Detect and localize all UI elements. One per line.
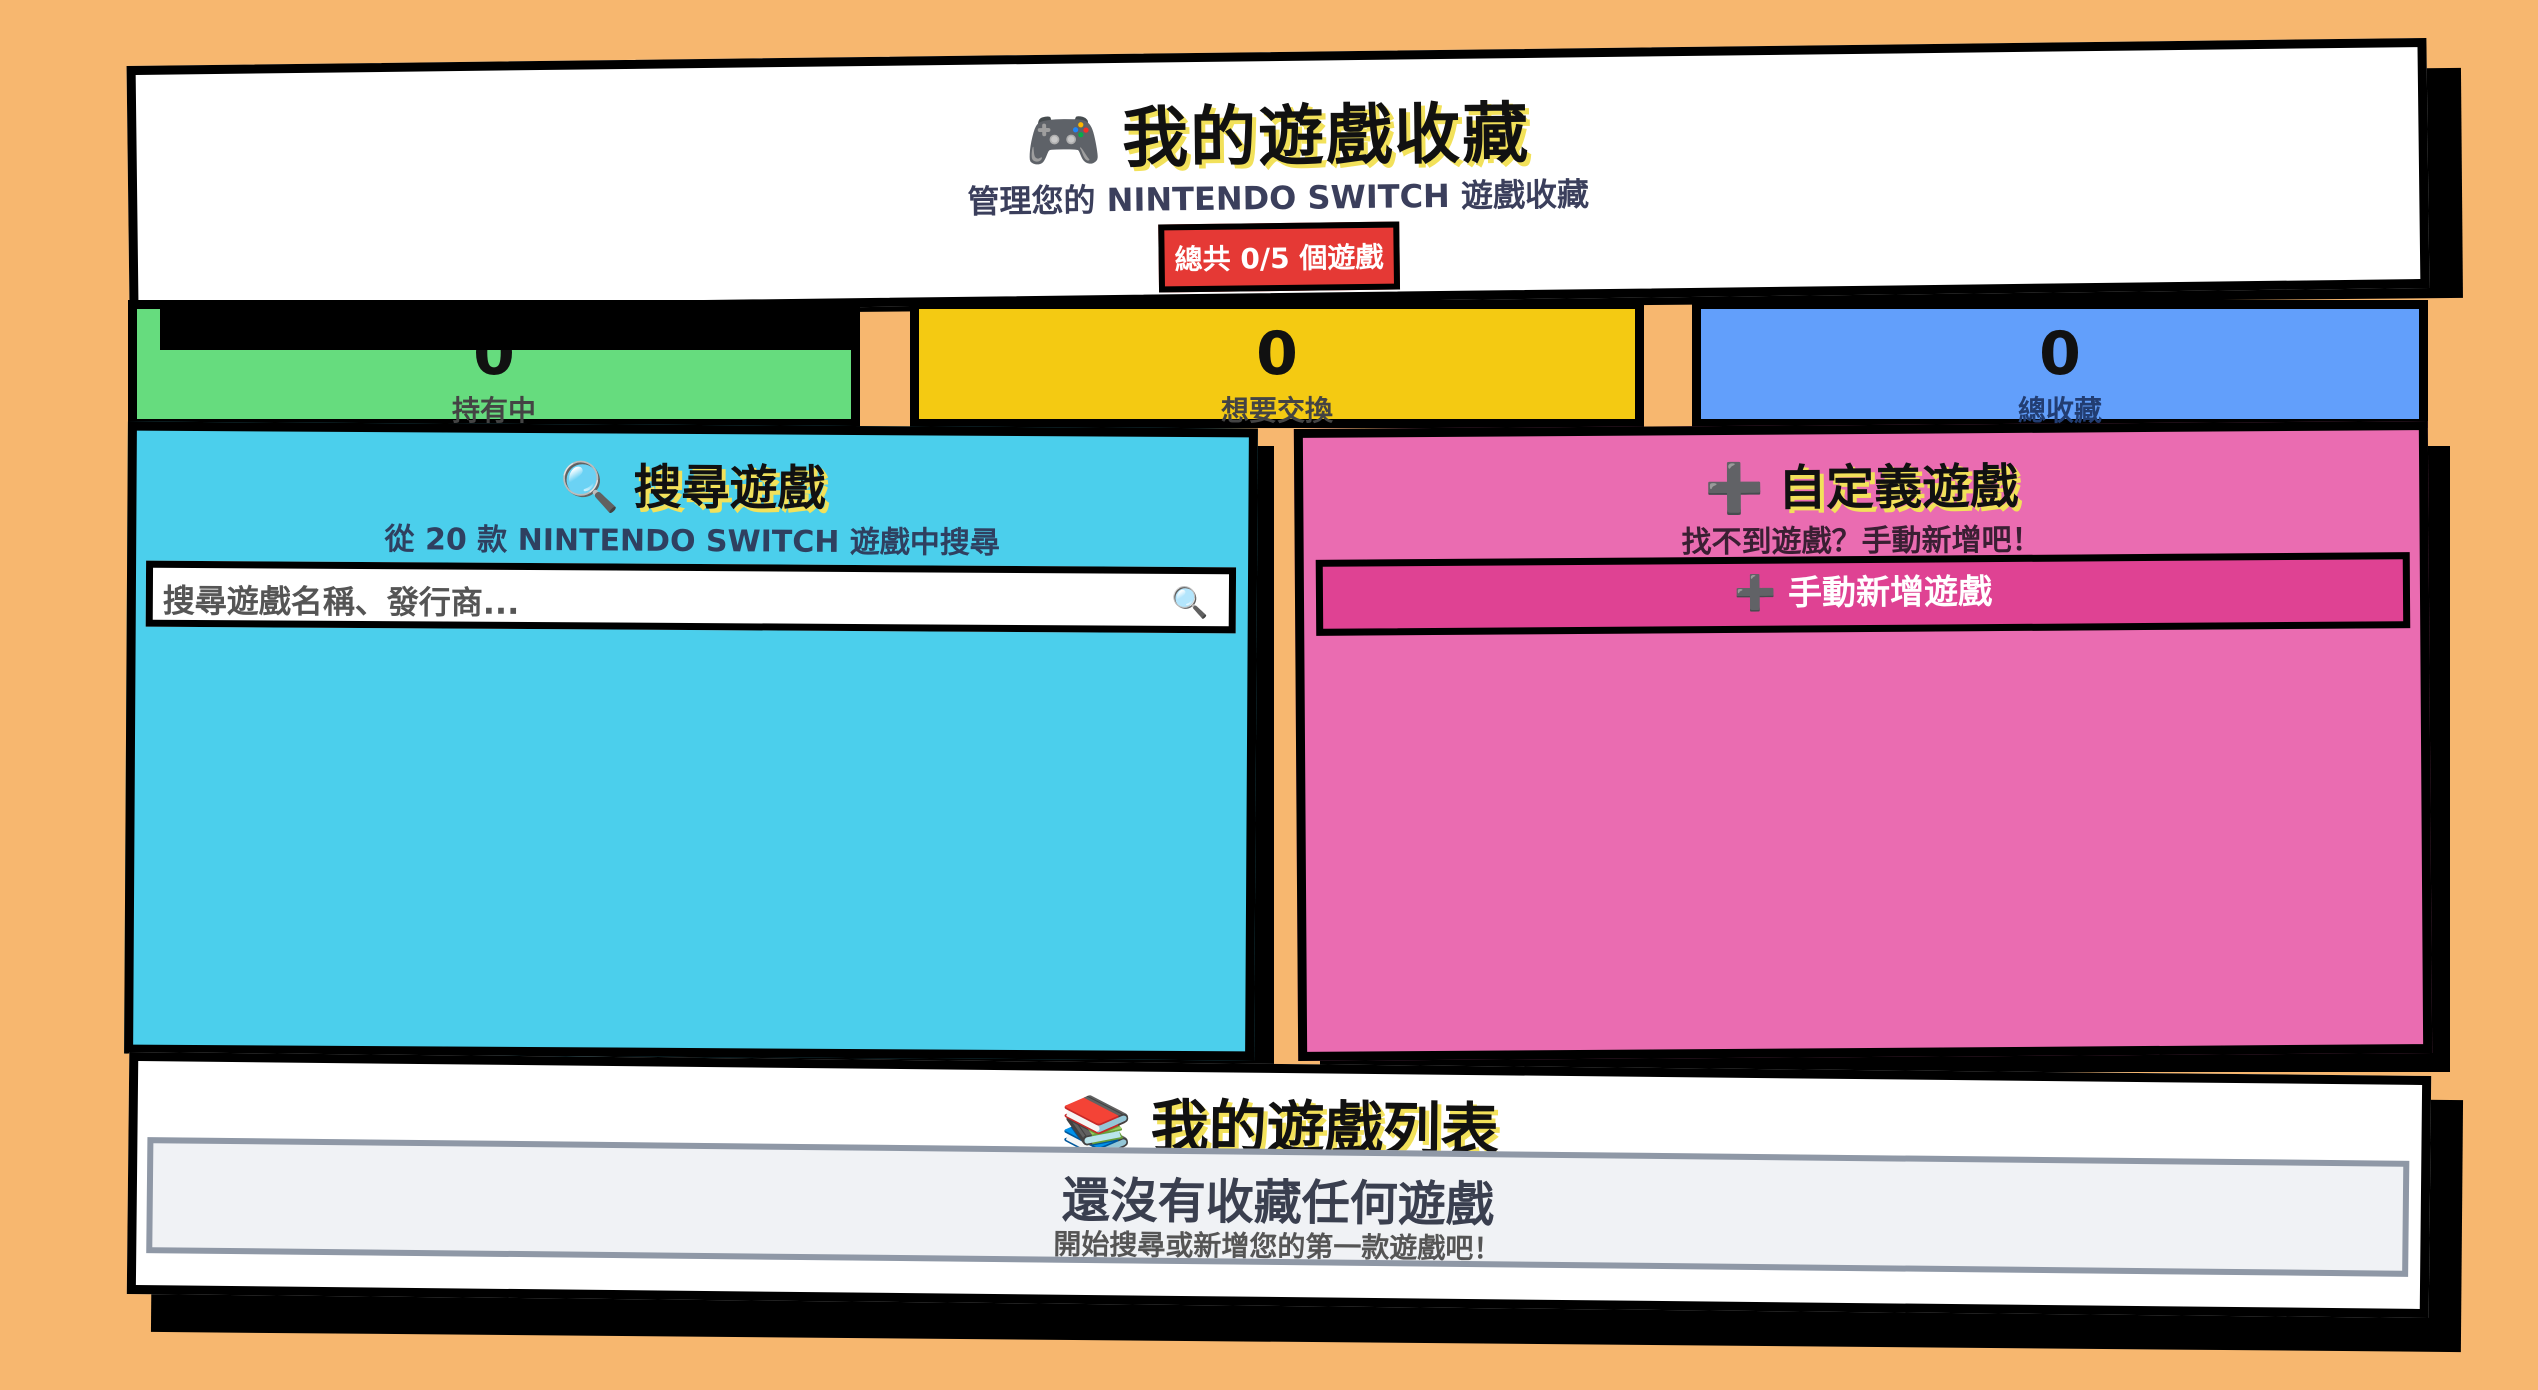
search-placeholder: 搜尋遊戲名稱、發行商...: [162, 581, 520, 622]
custom-panel: ➕ 自定義遊戲 找不到遊戲？手動新增吧！ ➕ 手動新增遊戲: [1293, 421, 2433, 1061]
plus-icon: ➕: [1704, 460, 1765, 518]
stat-bar-shadow: [160, 300, 860, 350]
game-list-panel: 📚 我的遊戲列表 還沒有收藏任何遊戲 開始搜尋或新增您的第一款遊戲吧！: [126, 1051, 2432, 1319]
stat-total-label: 總收藏: [2017, 394, 2102, 427]
stat-total-card: 0 總收藏: [1692, 300, 2428, 428]
custom-panel-title: ➕ 自定義遊戲: [1704, 458, 2019, 518]
stat-trade-label: 想要交換: [1220, 394, 1333, 427]
header-card: 🎮 我的遊戲收藏 管理您的 NINTENDO SWITCH 遊戲收藏 總共 0/5…: [126, 37, 2430, 317]
stat-owned-label: 持有中: [451, 394, 536, 427]
search-panel: 🔍 搜尋遊戲 從 20 款 NINTENDO SWITCH 遊戲中搜尋 搜尋遊戲名…: [124, 421, 1258, 1061]
search-icon: 🔍: [1171, 585, 1209, 622]
empty-state: 還沒有收藏任何遊戲 開始搜尋或新增您的第一款遊戲吧！: [146, 1137, 2410, 1277]
gamepad-icon: 🎮: [1024, 103, 1105, 178]
stat-trade-card: 0 想要交換: [910, 300, 1644, 428]
search-input[interactable]: 搜尋遊戲名稱、發行商... 🔍: [145, 560, 1237, 634]
magnifier-icon: 🔍: [559, 459, 620, 516]
search-panel-subtitle: 從 20 款 NINTENDO SWITCH 遊戲中搜尋: [384, 522, 1000, 561]
search-panel-title: 🔍 搜尋遊戲: [559, 459, 826, 517]
game-count-badge: 總共 0/5 個遊戲: [1158, 221, 1400, 293]
add-custom-game-button[interactable]: ➕ 手動新增遊戲: [1315, 552, 2411, 636]
stat-trade-value: 0: [1256, 319, 1298, 389]
stat-total-value: 0: [2039, 319, 2081, 389]
